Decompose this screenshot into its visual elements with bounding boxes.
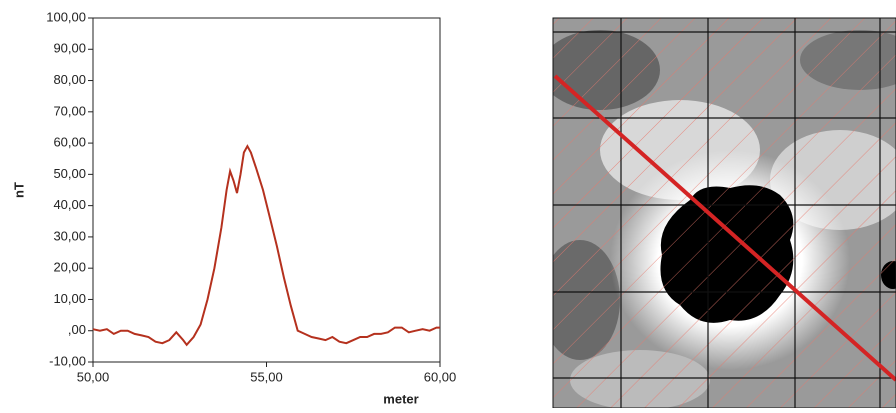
y-tick-label: 90,00 [53, 41, 86, 56]
x-axis-label: meter [383, 391, 418, 406]
y-tick-label: 50,00 [53, 166, 86, 181]
y-tick-label: 10,00 [53, 291, 86, 306]
y-tick-label: 30,00 [53, 228, 86, 243]
x-tick-label: 50,00 [77, 369, 110, 384]
y-tick-label: ,00 [68, 322, 86, 337]
y-axis-label: nT [11, 182, 26, 198]
y-tick-label: 60,00 [53, 135, 86, 150]
y-tick-label: 100,00 [46, 9, 86, 24]
y-tick-label: 80,00 [53, 72, 86, 87]
magnetic-map [553, 18, 896, 408]
y-tick-label: 70,00 [53, 103, 86, 118]
y-tick-label: -10,00 [49, 353, 86, 368]
data-line [92, 144, 440, 347]
y-tick-label: 20,00 [53, 260, 86, 275]
plot-frame [92, 17, 441, 363]
x-tick-label: 55,00 [250, 369, 283, 384]
x-tick-label: 60,00 [424, 369, 457, 384]
y-tick-label: 40,00 [53, 197, 86, 212]
